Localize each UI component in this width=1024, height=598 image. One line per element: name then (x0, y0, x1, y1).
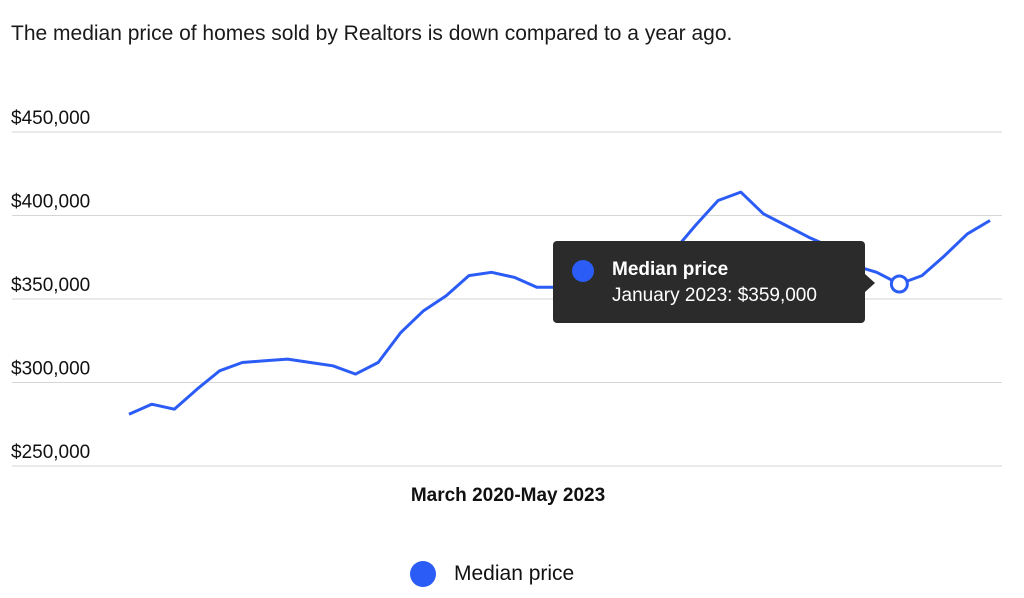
highlighted-point[interactable] (889, 274, 909, 294)
data-point[interactable] (735, 186, 747, 198)
tooltip-value: January 2023: $359,000 (612, 285, 817, 306)
data-point[interactable] (689, 220, 701, 232)
chart-legend[interactable]: Median price (410, 560, 574, 588)
data-point[interactable] (350, 368, 362, 380)
data-point[interactable] (463, 270, 475, 282)
data-point[interactable] (712, 194, 724, 206)
data-point[interactable] (780, 220, 792, 232)
data-point[interactable] (395, 326, 407, 338)
tooltip-series-dot (572, 260, 594, 282)
data-point[interactable] (508, 271, 520, 283)
data-point[interactable] (304, 356, 316, 368)
data-point[interactable] (123, 408, 135, 420)
data-point[interactable] (757, 208, 769, 220)
y-tick-label: $250,000 (11, 442, 90, 463)
tooltip-series-name: Median price (612, 259, 729, 280)
data-point[interactable] (372, 356, 384, 368)
data-point[interactable] (146, 398, 158, 410)
data-point[interactable] (418, 305, 430, 317)
data-point[interactable] (440, 290, 452, 302)
data-point[interactable] (259, 355, 271, 367)
line-chart: $250,000 $300,000 $350,000 $400,000 $450,000… (11, 108, 1002, 506)
y-tick-label: $400,000 (11, 192, 90, 213)
data-point[interactable] (168, 403, 180, 415)
data-point[interactable] (531, 281, 543, 293)
data-point[interactable] (984, 215, 996, 227)
chart-headline: The median price of homes sold by Realto… (11, 22, 733, 45)
y-tick-label: $350,000 (11, 275, 90, 296)
legend-label: Median price (454, 562, 575, 585)
y-tick-label: $300,000 (11, 359, 90, 380)
y-tick-label: $450,000 (11, 108, 90, 129)
data-point[interactable] (916, 270, 928, 282)
data-point[interactable] (486, 266, 498, 278)
chart-tooltip: Median price January 2023: $359,000 (553, 241, 875, 323)
data-point[interactable] (214, 365, 226, 377)
data-point[interactable] (236, 356, 248, 368)
x-axis-label: March 2020-May 2023 (411, 485, 605, 506)
legend-marker (410, 561, 436, 587)
data-point[interactable] (191, 383, 203, 395)
data-point[interactable] (939, 250, 951, 262)
y-axis-ticks: $250,000 $300,000 $350,000 $400,000 $450,000 (11, 108, 90, 463)
data-point[interactable] (282, 353, 294, 365)
data-point[interactable] (327, 360, 339, 372)
data-point[interactable] (961, 228, 973, 240)
